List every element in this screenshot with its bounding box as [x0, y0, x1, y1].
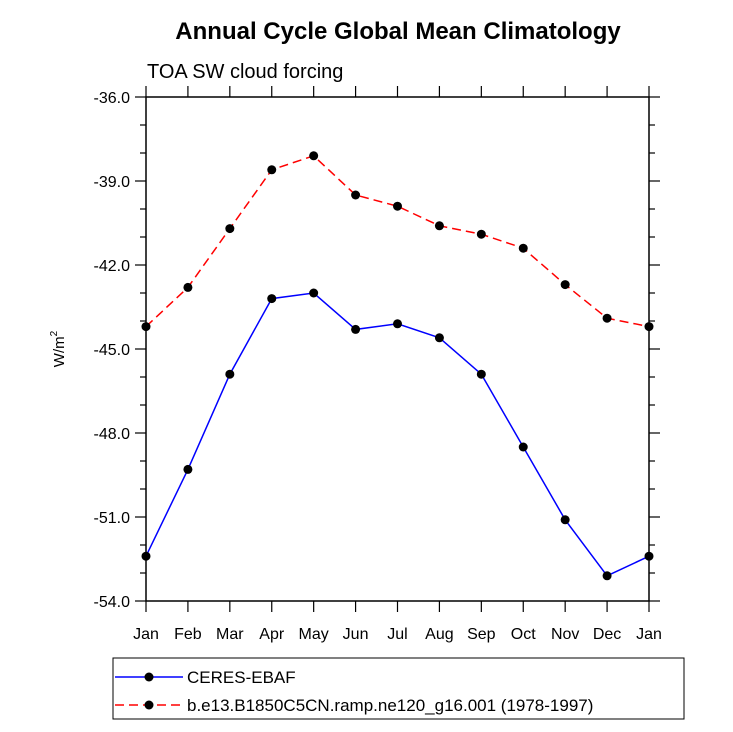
series-line — [145, 292, 650, 577]
plot-frame — [145, 96, 650, 602]
x-tick-label: Apr — [259, 626, 285, 643]
x-tick-label: Feb — [174, 626, 202, 643]
data-point — [434, 333, 444, 343]
x-tick-label: Mar — [216, 626, 244, 643]
y-tick-label: -48.0 — [94, 426, 131, 443]
x-tick-label: Jun — [343, 626, 369, 643]
x-tick-label: May — [299, 626, 329, 643]
y-tick-labels: -36.0 -39.0 -42.0 -45.0 -48.0 -51.0 -54.0 — [94, 90, 131, 611]
data-point — [560, 280, 570, 290]
data-point — [351, 324, 361, 334]
data-point — [225, 224, 235, 234]
data-point — [393, 319, 402, 329]
legend-label: CERES-EBAF — [187, 668, 296, 687]
data-point — [393, 201, 402, 211]
data-point — [225, 369, 235, 379]
data-point — [309, 288, 319, 298]
data-point — [644, 322, 654, 332]
y-tick-label: -45.0 — [94, 342, 131, 359]
y-tick-label: -36.0 — [94, 90, 131, 107]
data-point — [267, 165, 277, 175]
data-point — [644, 551, 654, 561]
data-point — [434, 221, 444, 231]
x-tick-label: Nov — [551, 626, 579, 643]
x-tick-label: Sep — [467, 626, 496, 643]
data-point — [183, 282, 193, 292]
legend: CERES-EBAF b.e13.B1850C5CN.ramp.ne120_g16… — [115, 668, 593, 715]
y-axis-label-text: W/m — [51, 336, 68, 367]
y-tick-label: -39.0 — [94, 174, 131, 191]
tick-marks — [135, 86, 660, 612]
data-point — [602, 313, 612, 323]
x-tick-label: Oct — [511, 626, 536, 643]
y-tick-label: -54.0 — [94, 594, 131, 611]
y-axis-label: W/m2 — [49, 330, 68, 367]
data-point — [518, 442, 528, 452]
series-line — [145, 154, 650, 328]
data-point — [602, 571, 612, 581]
x-tick-label: Aug — [425, 626, 453, 643]
legend-marker — [144, 700, 154, 710]
data-point — [309, 151, 319, 161]
chart-title: Annual Cycle Global Mean Climatology — [175, 18, 621, 45]
y-tick-label: -42.0 — [94, 258, 131, 275]
legend-label: b.e13.B1850C5CN.ramp.ne120_g16.001 (1978… — [187, 696, 593, 715]
data-point — [476, 229, 486, 239]
legend-marker — [144, 672, 154, 682]
data-point — [560, 515, 570, 525]
legend-box — [112, 657, 685, 720]
x-tick-label: Jul — [387, 626, 407, 643]
series-group — [141, 151, 654, 581]
chart-subtitle: TOA SW cloud forcing — [147, 61, 343, 83]
data-point — [267, 294, 277, 304]
x-tick-label: Jan — [636, 626, 662, 643]
x-tick-label: Jan — [133, 626, 159, 643]
x-tick-labels: Jan Feb Mar Apr May Jun Jul Aug Sep Oct Nov Dec Jan — [133, 626, 662, 643]
data-point — [141, 551, 151, 561]
y-tick-label: -51.0 — [94, 510, 131, 527]
data-point — [476, 369, 486, 379]
y-axis-label-superscript: 2 — [49, 330, 60, 336]
data-point — [518, 243, 528, 253]
data-point — [183, 464, 193, 474]
x-tick-label: Dec — [593, 626, 621, 643]
data-point — [141, 322, 151, 332]
data-point — [351, 190, 361, 200]
